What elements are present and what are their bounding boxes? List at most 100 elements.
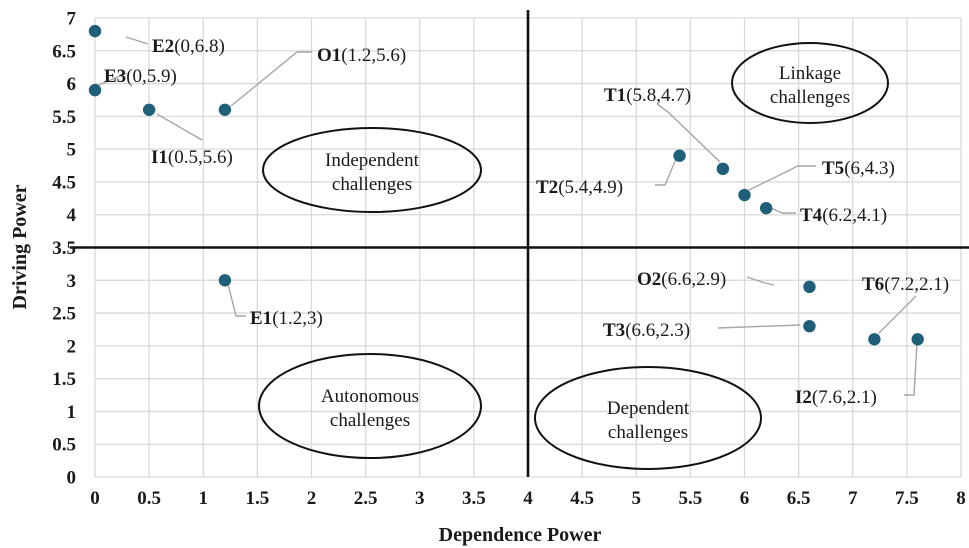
data-point-e2: [88, 24, 102, 38]
x-tick-label: 5: [632, 488, 642, 509]
x-tick-label: 3: [415, 488, 425, 509]
leader-line-i1: [156, 113, 203, 141]
point-label-t3: T3(6.6,2.3): [603, 320, 690, 341]
region-label-line: challenges: [770, 87, 850, 108]
y-tick-label: 3.5: [52, 238, 76, 259]
y-tick-label: 6.5: [52, 41, 76, 62]
point-label-coords: (5.4,4.9): [558, 177, 623, 198]
point-label-coords: (6.6,2.9): [661, 269, 726, 290]
x-tick-label: 1.5: [246, 488, 270, 509]
point-label-coords: (5.8,4.7): [626, 85, 691, 106]
data-point-e3: [88, 83, 102, 97]
point-label-coords: (6.6,2.3): [625, 320, 690, 341]
point-label-t2: T2(5.4,4.9): [536, 177, 623, 198]
point-label-id: T5: [822, 158, 844, 179]
point-label-id: E3: [104, 66, 126, 87]
point-label-t6: T6(7.2,2.1): [862, 274, 949, 295]
point-labels: E2(0,6.8) E3(0,5.9) O1(1.2,5.6) I1(0.5,5.6)…: [104, 36, 949, 408]
point-label-e2: E2(0,6.8): [152, 36, 225, 57]
data-point-t5: [738, 188, 751, 202]
leader-line-t4: [768, 206, 796, 214]
point-label-t4: T4(6.2,4.1): [800, 205, 887, 226]
x-tick-label: 0.5: [137, 488, 161, 509]
x-axis-title: Dependence Power: [439, 524, 602, 546]
point-label-id: I2: [795, 387, 812, 408]
y-tick-label: 0: [67, 468, 77, 489]
region-ellipse-independent: [262, 127, 482, 213]
data-point-t4: [759, 201, 773, 215]
point-label-coords: (1.2,5.6): [341, 45, 406, 66]
point-label-t1: T1(5.8,4.7): [604, 85, 691, 106]
leader-lines: [98, 36, 918, 396]
points-layer: [88, 24, 924, 346]
x-tick-label: 1: [199, 488, 209, 509]
y-tick-label: 1.5: [52, 369, 76, 390]
leader-line-t3: [717, 324, 801, 329]
y-tick-label: 3: [67, 271, 77, 292]
point-label-id: O2: [637, 269, 661, 290]
point-label-id: E2: [152, 36, 174, 57]
point-label-id: T1: [604, 85, 626, 106]
point-label-o1: O1(1.2,5.6): [317, 45, 406, 66]
y-tick-label: 6: [67, 74, 77, 95]
y-tick-label: 0.5: [52, 435, 76, 456]
data-point-t6: [868, 333, 881, 346]
y-tick-label: 4: [67, 205, 77, 226]
y-tick-label: 1: [67, 402, 77, 423]
leader-line-e3: [98, 72, 128, 86]
x-tick-label: 6: [740, 488, 750, 509]
y-tick-label: 5: [67, 140, 77, 161]
region-label-line: challenges: [332, 174, 412, 195]
x-tick-label: 4.5: [570, 488, 594, 509]
point-label-i2: I2(7.6,2.1): [795, 387, 877, 408]
region-ellipse-dependent: [534, 366, 762, 470]
x-tick-label: 7.5: [895, 488, 919, 509]
point-label-coords: (7.6,2.1): [812, 387, 877, 408]
point-label-coords: (6,4.3): [844, 158, 895, 179]
point-label-id: T3: [603, 320, 625, 341]
leader-line-t6: [878, 295, 917, 334]
leader-line-o2: [746, 276, 775, 286]
data-point-e1: [218, 274, 232, 287]
quadrant-dividers: [70, 10, 969, 477]
x-tick-label: 2: [307, 488, 317, 509]
y-tick-label: 2.5: [52, 304, 76, 325]
point-label-id: E1: [250, 308, 272, 329]
data-point-o2: [803, 280, 816, 294]
region-label-line: Independent: [325, 150, 420, 171]
point-label-e3: E3(0,5.9): [104, 66, 177, 87]
point-label-t5: T5(6,4.3): [822, 158, 895, 179]
y-tick-label: 4.5: [52, 172, 76, 193]
point-label-coords: (0.5,5.6): [168, 147, 233, 168]
point-label-id: T4: [800, 205, 823, 226]
point-label-id: I1: [151, 147, 168, 168]
x-tick-label: 5.5: [679, 488, 703, 509]
x-tick-label: 7: [848, 488, 858, 509]
point-label-coords: (7.2,2.1): [884, 274, 949, 295]
data-point-i2: [911, 333, 924, 346]
y-tick-label: 7: [67, 9, 77, 30]
region-label-dependent: Dependent challenges: [607, 398, 690, 443]
point-label-coords: (0,5.9): [126, 66, 177, 87]
leader-line-t2: [655, 158, 677, 186]
data-point-t3: [803, 319, 816, 333]
point-label-coords: (1.2,3): [272, 308, 323, 329]
region-label-line: Autonomous: [321, 386, 419, 407]
point-label-coords: (6.2,4.1): [822, 205, 887, 226]
region-label-autonomous: Autonomous challenges: [321, 386, 419, 431]
x-tick-label: 3.5: [462, 488, 486, 509]
tick-labels: 0 0.5 1 1.5 2 2.5 3 3.5 4 4.5 5 5.5 6 6.5 7 7.5 8 0 0.5 1 1.…: [52, 9, 966, 510]
point-label-o2: O2(6.6,2.9): [637, 269, 726, 290]
leader-line-i2: [904, 342, 918, 396]
region-label-line: Dependent: [607, 398, 690, 419]
region-label-line: challenges: [608, 422, 688, 443]
x-tick-label: 8: [956, 488, 966, 509]
point-label-i1: I1(0.5,5.6): [151, 147, 233, 168]
region-ellipse-linkage: [731, 42, 889, 124]
region-label-independent: Independent challenges: [325, 150, 420, 195]
region-label-linkage: Linkage challenges: [770, 63, 850, 108]
data-point-t2: [673, 149, 686, 162]
region-label-line: challenges: [330, 410, 410, 431]
